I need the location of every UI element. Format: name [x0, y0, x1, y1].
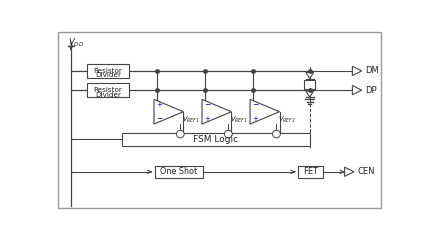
Text: Resistor: Resistor	[93, 68, 122, 74]
Polygon shape	[250, 99, 280, 124]
Text: −: −	[204, 100, 211, 109]
FancyBboxPatch shape	[155, 166, 203, 178]
FancyBboxPatch shape	[298, 166, 323, 178]
Text: +: +	[204, 116, 210, 122]
FancyBboxPatch shape	[86, 64, 129, 78]
Polygon shape	[154, 99, 184, 124]
FancyBboxPatch shape	[122, 133, 310, 146]
Text: $V_{REF1}$: $V_{REF1}$	[182, 115, 200, 125]
FancyBboxPatch shape	[304, 80, 315, 89]
Polygon shape	[353, 85, 362, 95]
Polygon shape	[353, 66, 362, 75]
Text: $V_{DD}$: $V_{DD}$	[68, 36, 84, 49]
Text: DP: DP	[365, 86, 376, 95]
Text: +: +	[253, 116, 258, 122]
FancyBboxPatch shape	[86, 83, 129, 97]
Text: FET: FET	[303, 167, 318, 176]
Text: −: −	[156, 114, 162, 123]
Text: $V_{REF2}$: $V_{REF2}$	[278, 115, 296, 125]
FancyBboxPatch shape	[58, 32, 381, 208]
Text: +: +	[156, 102, 162, 108]
Text: DM: DM	[365, 66, 378, 75]
Text: FSM Logic: FSM Logic	[194, 134, 238, 144]
Text: −: −	[252, 100, 259, 109]
Circle shape	[176, 130, 184, 138]
Text: Divider: Divider	[95, 92, 121, 98]
Text: Divider: Divider	[95, 72, 121, 79]
Polygon shape	[306, 91, 314, 97]
Polygon shape	[345, 167, 354, 176]
Text: $V_{REF1}$: $V_{REF1}$	[230, 115, 248, 125]
Polygon shape	[202, 99, 232, 124]
Circle shape	[273, 130, 280, 138]
Polygon shape	[306, 72, 314, 79]
Circle shape	[225, 130, 232, 138]
Text: Resistor: Resistor	[93, 87, 122, 93]
Text: One Shot: One Shot	[160, 167, 197, 176]
Text: CEN: CEN	[357, 167, 375, 176]
